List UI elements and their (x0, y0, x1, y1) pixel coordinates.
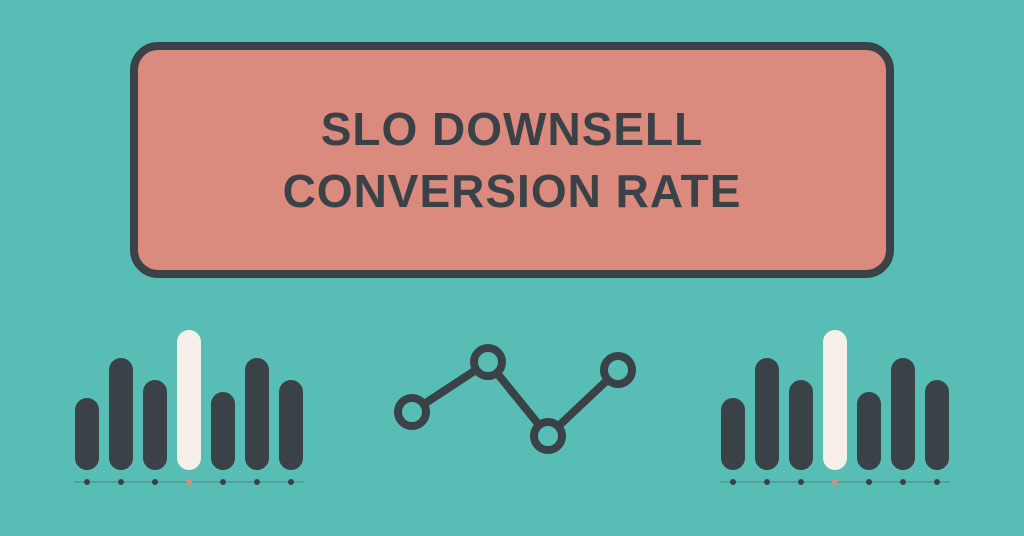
title-line-1: SLO DOWNSELL (321, 98, 704, 160)
title-card: SLO DOWNSELL CONVERSION RATE (130, 42, 894, 278)
title-line-2: CONVERSION RATE (283, 160, 742, 222)
line-chart-icon (390, 340, 640, 480)
infographic-canvas: SLO DOWNSELL CONVERSION RATE (0, 0, 1024, 536)
bar-chart-right-icon (720, 320, 950, 500)
bar-chart-left-icon (74, 320, 304, 500)
